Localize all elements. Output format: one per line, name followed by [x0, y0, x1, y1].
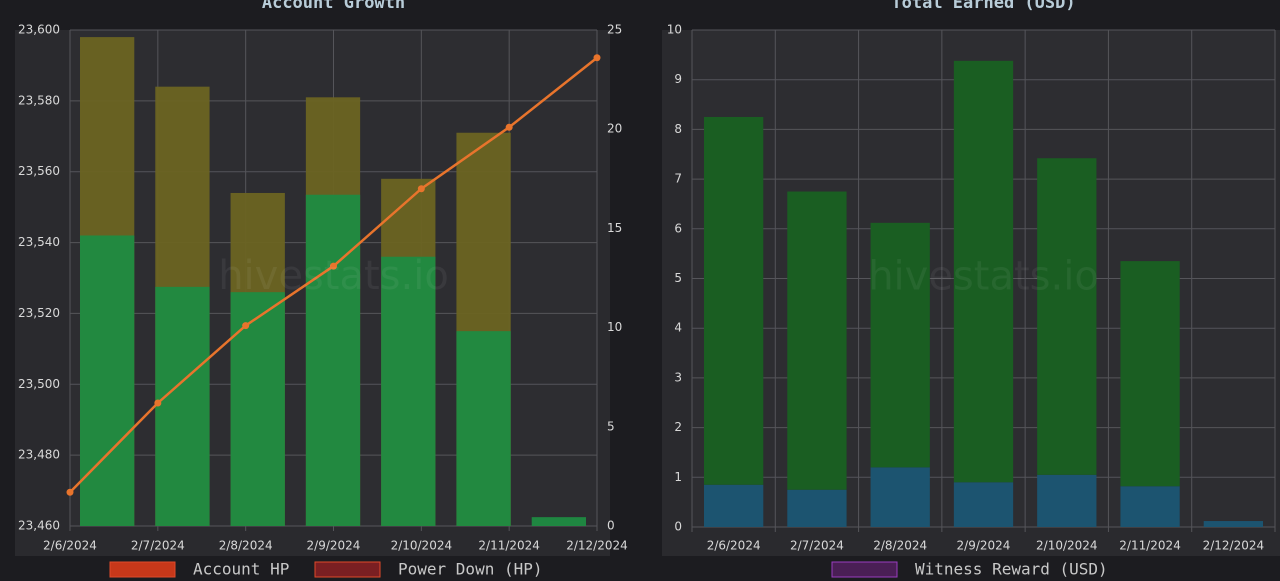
- x-tick-label: 2/7/2024: [790, 539, 844, 553]
- line-point: [242, 322, 250, 330]
- y-tick-label: 8: [674, 122, 682, 136]
- y-tick-label: 4: [674, 321, 682, 335]
- y-tick-label: 23,480: [18, 448, 60, 462]
- y-tick-label: 23,460: [18, 519, 60, 533]
- watermark: hivestats.io: [218, 253, 449, 299]
- line-point: [330, 262, 337, 270]
- y-tick-label: 23,580: [18, 93, 60, 107]
- bar: [80, 235, 135, 526]
- y-tick-label: 0: [674, 520, 682, 534]
- legend-label: Witness Reward (USD): [915, 560, 1108, 579]
- legend-swatch: [831, 561, 898, 578]
- bar: [456, 331, 511, 526]
- x-tick-label: 2/10/2024: [391, 539, 453, 553]
- x-tick-label: 2/6/2024: [43, 539, 97, 553]
- bar: [1203, 521, 1263, 527]
- bar: [531, 517, 586, 526]
- bar: [1037, 158, 1097, 475]
- line-point: [593, 54, 601, 62]
- line-point: [505, 123, 513, 131]
- bar: [305, 194, 361, 526]
- bar: [787, 489, 847, 527]
- line-point: [154, 399, 162, 407]
- y2-tick-label: 5: [607, 419, 615, 433]
- bar: [230, 292, 285, 526]
- bar: [704, 484, 764, 527]
- bar: [953, 60, 1014, 483]
- y-tick-label: 3: [674, 370, 682, 384]
- legend-label: Account HP: [193, 560, 289, 579]
- x-tick-label: 2/6/2024: [707, 539, 761, 553]
- y-tick-label: 5: [674, 271, 682, 285]
- watermark: hivestats.io: [868, 254, 1099, 300]
- bar: [1120, 261, 1180, 487]
- y-tick-label: 9: [674, 72, 682, 86]
- y-tick-label: 23,560: [18, 164, 60, 178]
- legend-swatch: [314, 561, 381, 578]
- y-tick-label: 7: [674, 172, 682, 186]
- bar: [787, 191, 847, 490]
- x-tick-label: 2/7/2024: [131, 539, 185, 553]
- bar: [1037, 474, 1097, 527]
- x-tick-label: 2/11/2024: [478, 539, 540, 553]
- y2-tick-label: 10: [607, 320, 622, 334]
- bar: [870, 467, 930, 527]
- y-tick-label: 23,520: [18, 306, 60, 320]
- y-tick-label: 23,540: [18, 235, 60, 249]
- y-tick-label: 23,500: [18, 377, 60, 391]
- y2-tick-label: 15: [607, 221, 622, 235]
- y-tick-label: 1: [674, 470, 682, 484]
- chart-title: Total Earned (USD): [891, 0, 1075, 13]
- line-point: [417, 185, 425, 193]
- bar: [704, 116, 764, 485]
- x-tick-label: 2/11/2024: [1119, 539, 1181, 553]
- y-tick-label: 10: [667, 23, 682, 37]
- x-tick-label: 2/8/2024: [219, 539, 273, 553]
- bar: [870, 222, 930, 468]
- x-tick-label: 2/10/2024: [1036, 539, 1098, 553]
- bar: [155, 286, 210, 526]
- y2-tick-label: 0: [607, 519, 615, 533]
- y-tick-label: 6: [674, 221, 682, 235]
- line-point: [66, 488, 74, 496]
- chart-title: Account Growth: [262, 0, 405, 13]
- legend-label: Power Down (HP): [398, 560, 543, 579]
- x-tick-label: 2/12/2024: [1203, 539, 1265, 553]
- y2-tick-label: 20: [607, 122, 622, 136]
- y2-tick-label: 25: [607, 23, 622, 37]
- x-tick-label: 2/9/2024: [957, 539, 1011, 553]
- x-tick-label: 2/12/2024: [566, 539, 628, 553]
- bar: [953, 482, 1014, 527]
- y-tick-label: 23,600: [18, 23, 60, 37]
- bar: [381, 256, 436, 526]
- x-tick-label: 2/9/2024: [307, 539, 361, 553]
- legend-swatch: [109, 561, 176, 578]
- x-tick-label: 2/8/2024: [873, 539, 927, 553]
- bar: [1120, 486, 1180, 527]
- y-tick-label: 2: [674, 420, 682, 434]
